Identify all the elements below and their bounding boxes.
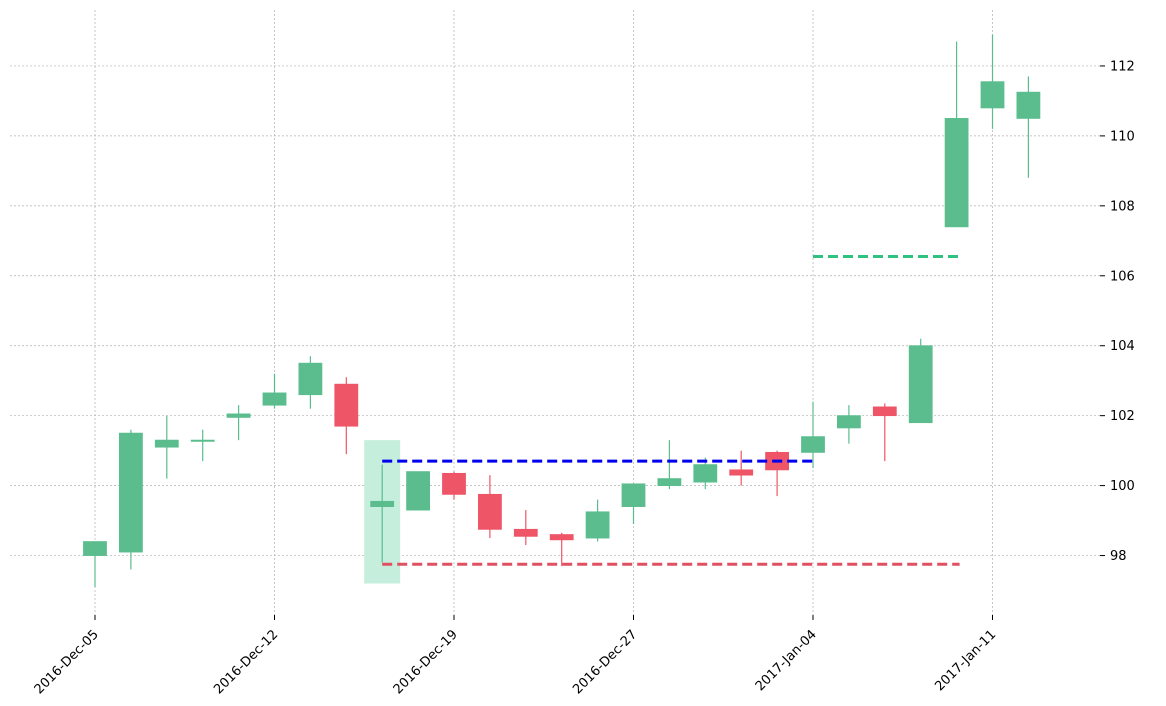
candle-body xyxy=(226,413,251,418)
candle-body xyxy=(621,483,646,507)
candle-body xyxy=(334,383,359,427)
candle xyxy=(549,532,574,567)
candle xyxy=(154,415,179,479)
candle-body xyxy=(729,469,754,476)
x-grid xyxy=(94,10,993,615)
candle xyxy=(729,450,754,486)
candle xyxy=(657,440,682,490)
candle xyxy=(908,338,933,424)
x-tick-label: 2016-Dec-27 xyxy=(570,627,640,697)
candle xyxy=(190,429,215,462)
y-tick-label: 104 xyxy=(1110,339,1135,354)
candle-body xyxy=(657,478,682,487)
candle-body xyxy=(442,472,466,495)
candle-body xyxy=(119,432,143,553)
y-tick-label: 112 xyxy=(1110,59,1135,74)
candle xyxy=(226,405,251,441)
y-tick-label: 98 xyxy=(1110,549,1127,564)
candle xyxy=(944,41,969,228)
candle-body xyxy=(944,118,969,228)
candle-body xyxy=(370,500,395,507)
candle xyxy=(621,483,646,525)
x-tick-label: 2016-Dec-19 xyxy=(391,627,461,697)
y-tick-label: 100 xyxy=(1110,479,1135,494)
x-axis: 2016-Dec-05 2016-Dec-12 2016-Dec-19 2016-De… xyxy=(32,615,999,697)
candle xyxy=(801,401,825,469)
candle-body xyxy=(154,439,179,448)
candle xyxy=(262,373,287,409)
y-tick-label: 110 xyxy=(1110,129,1135,144)
x-tick-label: 2017-Jan-04 xyxy=(753,627,820,694)
candle-body xyxy=(693,464,718,483)
candle xyxy=(872,403,897,462)
y-tick-label: 102 xyxy=(1110,409,1135,424)
candle xyxy=(837,405,861,444)
candle-body xyxy=(908,345,933,424)
candle xyxy=(980,34,1005,129)
candle xyxy=(1016,76,1041,178)
candle-body xyxy=(513,528,538,537)
x-tick-label: 2016-Dec-12 xyxy=(211,627,281,697)
candle-body xyxy=(406,471,431,511)
candle-body xyxy=(477,493,502,530)
candle-body xyxy=(262,392,287,406)
candle-body xyxy=(585,511,610,539)
candle xyxy=(693,457,718,490)
candle xyxy=(298,356,323,409)
candle xyxy=(334,377,359,455)
candle xyxy=(370,464,395,563)
candle-body xyxy=(298,362,323,396)
candle-body xyxy=(980,81,1005,109)
candle-body xyxy=(801,436,825,453)
candle xyxy=(406,471,431,511)
candle xyxy=(477,475,502,539)
y-tick-label: 108 xyxy=(1110,199,1135,214)
candle xyxy=(83,541,107,588)
candle xyxy=(765,450,789,497)
x-tick-label: 2016-Dec-05 xyxy=(32,627,102,697)
candle xyxy=(513,510,538,546)
candle-body xyxy=(872,406,897,417)
candle-body xyxy=(190,439,215,442)
candle xyxy=(585,499,610,542)
candle xyxy=(442,471,466,500)
candles-layer xyxy=(83,34,1041,588)
candle xyxy=(119,429,143,570)
y-axis: 98 100 102 104 106 108 110 112 xyxy=(1100,59,1135,564)
y-grid xyxy=(10,65,1100,556)
candle-body xyxy=(83,541,107,556)
candle-body xyxy=(549,534,574,541)
candle-body xyxy=(837,415,861,429)
x-tick-label: 2017-Jan-11 xyxy=(932,627,999,694)
y-tick-label: 106 xyxy=(1110,269,1135,284)
levels-layer xyxy=(382,255,960,566)
candle-body xyxy=(1016,91,1041,119)
